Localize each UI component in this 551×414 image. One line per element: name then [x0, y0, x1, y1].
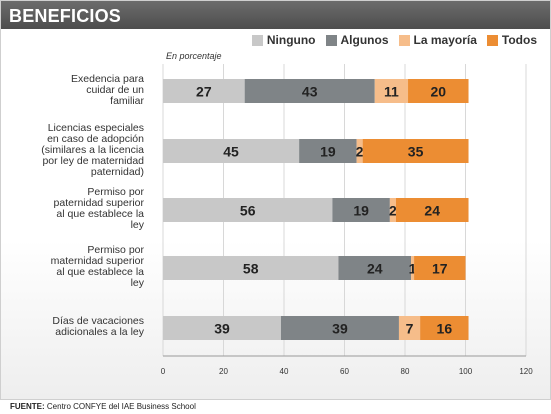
bar-2-todos	[395, 198, 469, 222]
data-label-0-3: 20	[430, 84, 446, 100]
x-tick-label-20: 20	[219, 367, 228, 376]
x-tick-label-40: 40	[280, 367, 289, 376]
legend-item-ninguno: Ninguno	[251, 33, 316, 47]
x-tick-label-80: 80	[401, 367, 410, 376]
legend-item-la-mayoria: La mayoría	[398, 33, 477, 47]
data-label-2-3: 24	[424, 203, 440, 219]
bar-0-todos	[408, 79, 469, 103]
data-label-1-1: 19	[320, 144, 336, 160]
bar-4-la-mayoría	[398, 316, 421, 340]
category-label-4: Días de vacaciones adicionales a la ley	[52, 315, 144, 338]
bar-2-algunos	[332, 198, 390, 222]
source-text: Centro CONFYE del IAE Business School	[46, 402, 196, 411]
bar-1-ninguno	[163, 139, 300, 163]
data-label-2-0: 56	[240, 203, 256, 219]
data-label-4-2: 7	[406, 321, 414, 337]
data-label-1-0: 45	[223, 144, 239, 160]
bar-0-algunos	[244, 79, 375, 103]
bar-4-ninguno	[163, 316, 281, 340]
category-label-1: Licencias especiales en caso de adopción(…	[41, 121, 144, 178]
data-label-0-1: 43	[302, 84, 318, 100]
legend-swatch-algunos	[325, 34, 337, 46]
header-title: BENEFICIOS	[9, 6, 122, 26]
data-label-4-0: 39	[214, 321, 230, 337]
bar-4-todos	[420, 316, 469, 340]
legend-label-todos: Todos	[501, 33, 537, 47]
category-label-0: Exedencia para cuidar de un familiar	[71, 72, 144, 107]
bar-3-la-mayoría	[411, 256, 415, 280]
bar-1-algunos	[299, 139, 357, 163]
bar-0-la-mayoría	[374, 79, 409, 103]
category-label-2: Permiso por paternidad superior al que est…	[53, 186, 144, 231]
legend: Ninguno Algunos La mayoría Todos	[251, 33, 537, 47]
bar-2-la-mayoría	[389, 198, 396, 222]
data-label-1-2: 2	[356, 144, 364, 160]
x-tick-label-0: 0	[161, 367, 166, 376]
data-label-4-1: 39	[332, 321, 348, 337]
header-bar: BENEFICIOS	[1, 1, 550, 29]
data-label-3-1: 24	[367, 261, 383, 277]
legend-swatch-todos	[486, 34, 498, 46]
x-tick-label-60: 60	[340, 367, 349, 376]
chart-subtitle: En porcentaje	[166, 51, 222, 61]
legend-item-algunos: Algunos	[325, 33, 389, 47]
bar-3-algunos	[338, 256, 412, 280]
data-label-2-2: 2	[389, 203, 397, 219]
data-label-3-3: 17	[432, 261, 448, 277]
bar-3-ninguno	[163, 256, 339, 280]
bar-3-todos	[414, 256, 466, 280]
legend-label-algunos: Algunos	[340, 33, 389, 47]
data-label-3-0: 58	[243, 261, 259, 277]
data-label-3-2: 1	[409, 261, 417, 277]
source-note: FUENTE: Centro CONFYE del IAE Business S…	[10, 402, 196, 411]
data-label-0-0: 27	[196, 84, 212, 100]
x-tick-label-100: 100	[459, 367, 473, 376]
source-label: FUENTE:	[10, 402, 45, 411]
legend-label-la-mayoria: La mayoría	[413, 33, 477, 47]
bar-1-la-mayoría	[356, 139, 363, 163]
data-label-2-1: 19	[353, 203, 369, 219]
legend-swatch-la-mayoria	[398, 34, 410, 46]
bar-0-ninguno	[163, 79, 245, 103]
data-label-0-2: 11	[384, 84, 399, 100]
legend-label-ninguno: Ninguno	[266, 33, 316, 47]
bar-1-todos	[362, 139, 469, 163]
legend-swatch-ninguno	[251, 34, 263, 46]
legend-item-todos: Todos	[486, 33, 537, 47]
bar-2-ninguno	[163, 198, 333, 222]
x-tick-label-120: 120	[519, 367, 533, 376]
bar-4-algunos	[280, 316, 399, 340]
data-label-1-3: 35	[408, 144, 424, 160]
category-label-3: Permiso por maternidad superior al que est…	[50, 244, 144, 289]
data-label-4-3: 16	[437, 321, 453, 337]
